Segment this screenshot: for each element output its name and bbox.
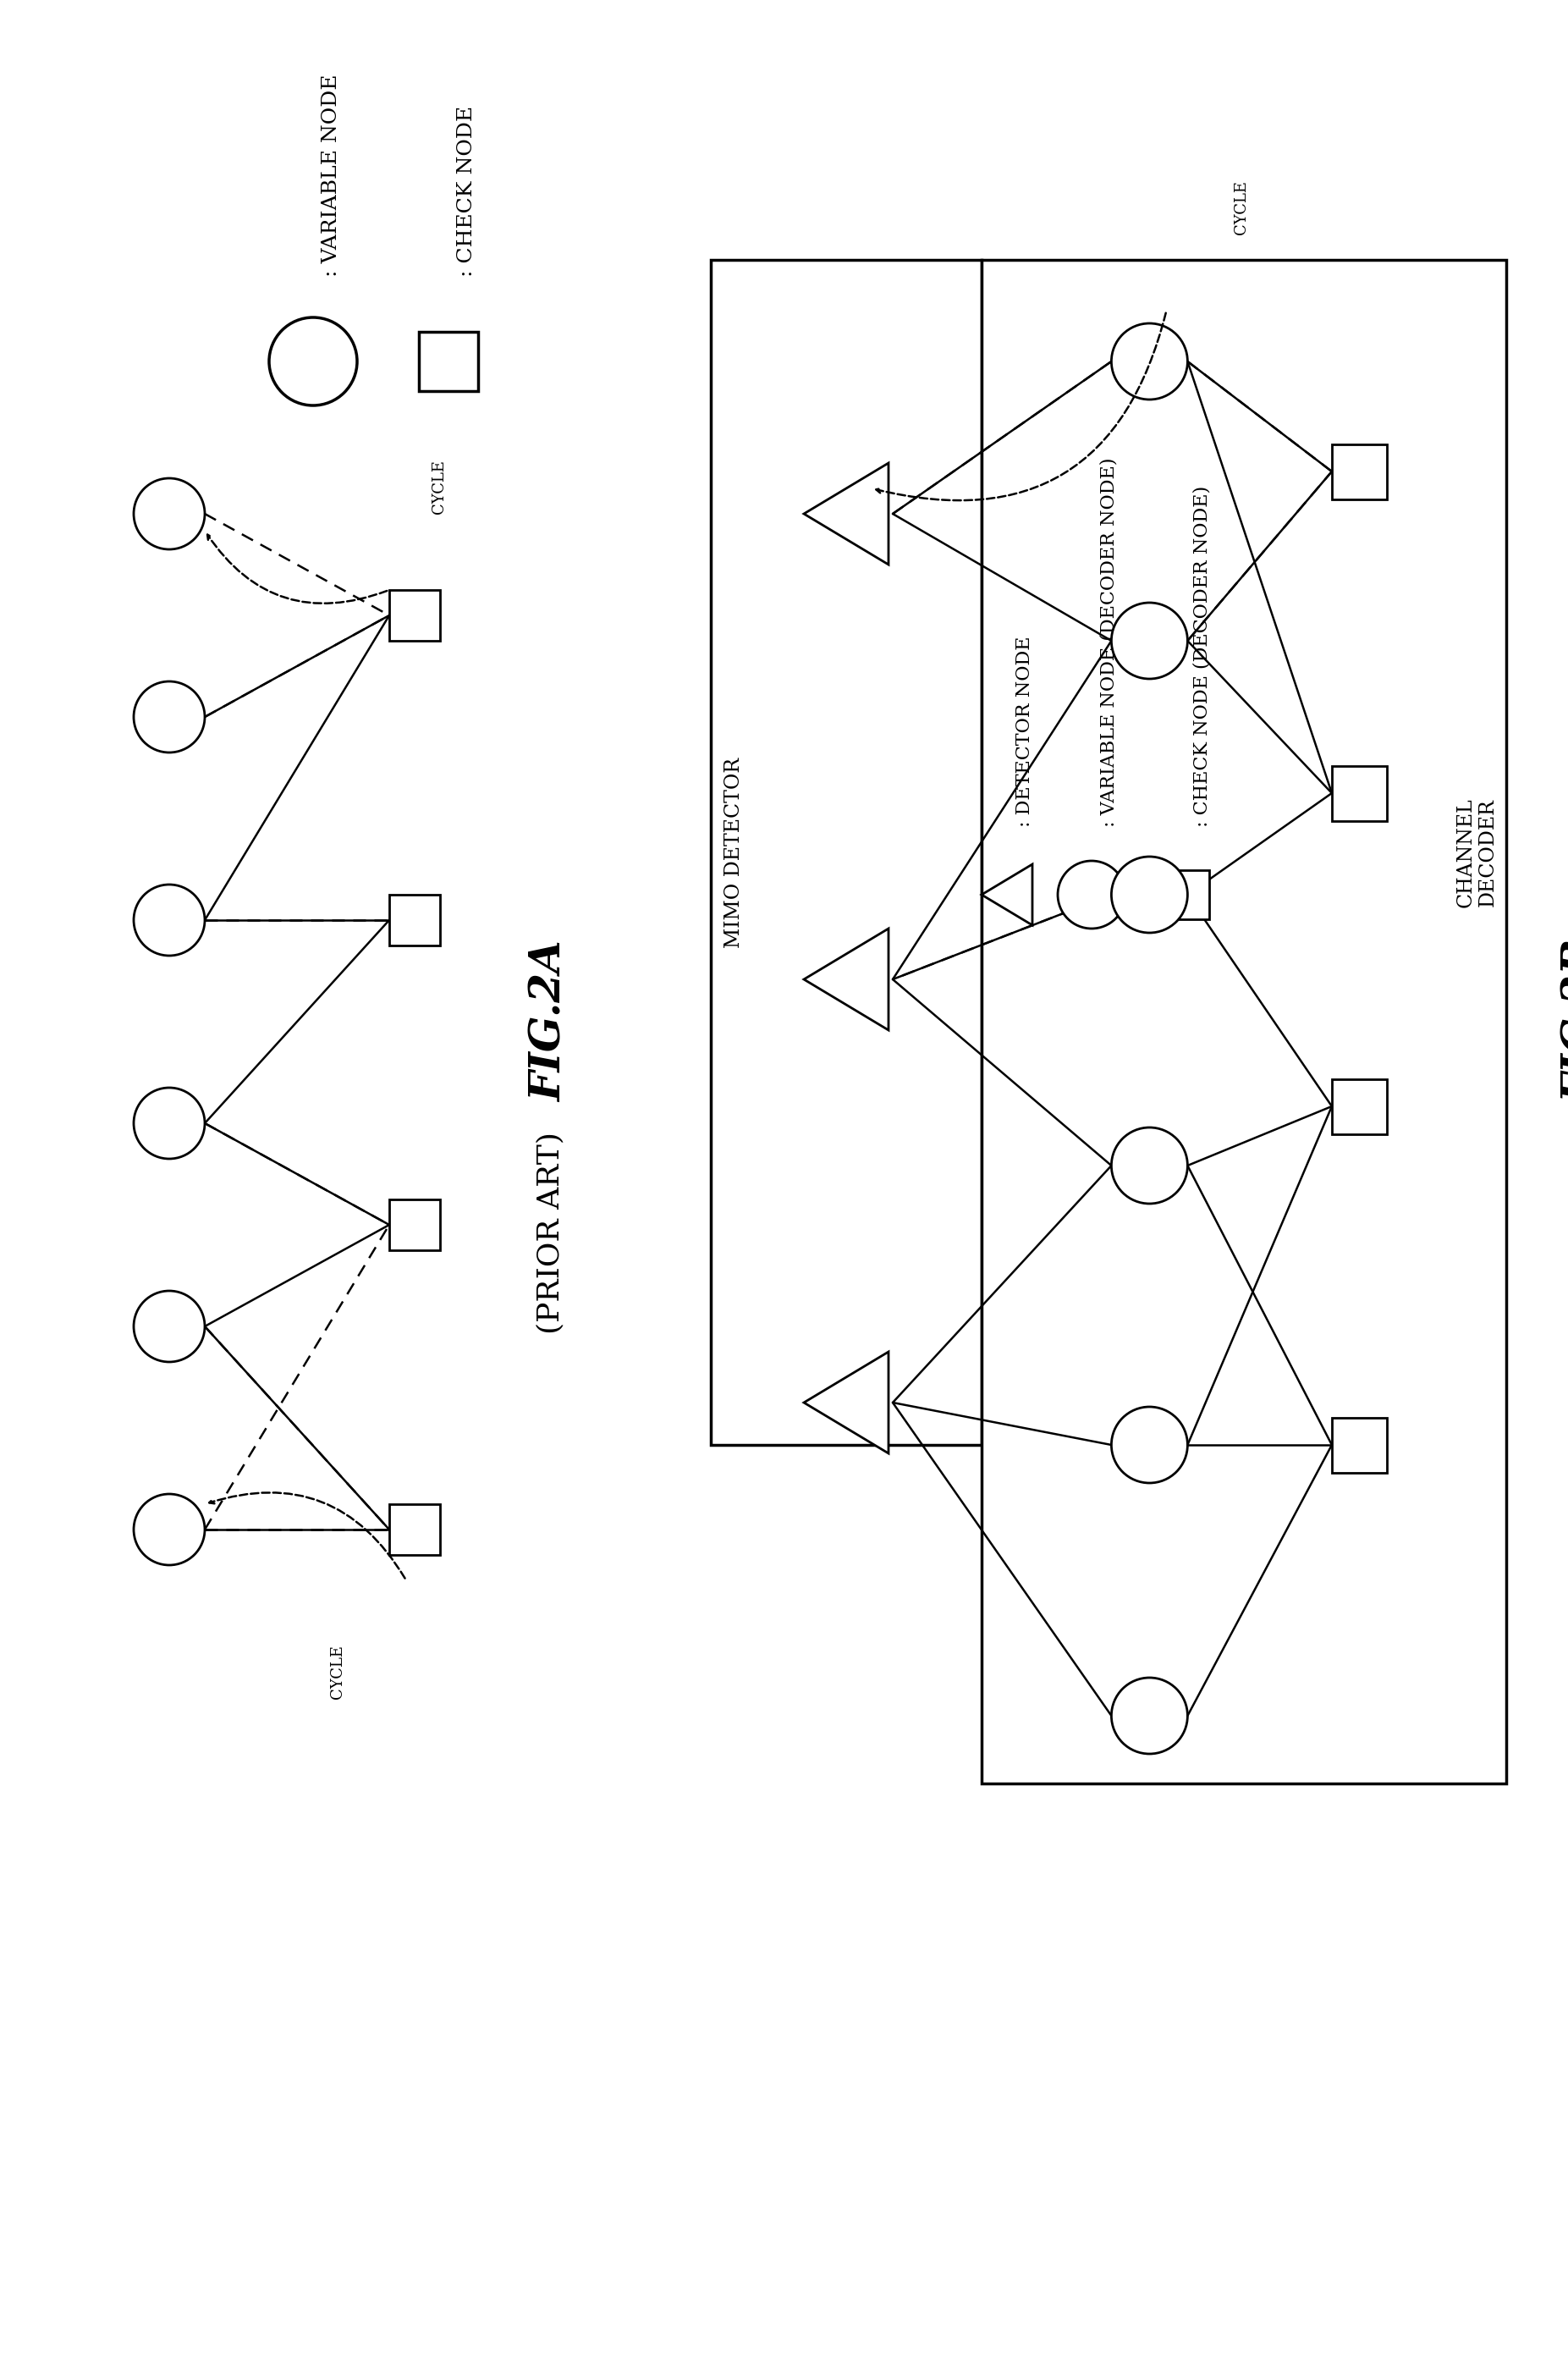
Circle shape (1112, 604, 1187, 680)
Text: (PRIOR ART): (PRIOR ART) (536, 1131, 564, 1335)
Circle shape (1112, 1407, 1187, 1483)
Polygon shape (982, 865, 1032, 924)
Text: CHANNEL
DECODER: CHANNEL DECODER (1455, 798, 1497, 908)
Bar (1331, 1079, 1386, 1133)
Circle shape (133, 884, 205, 955)
Circle shape (133, 1088, 205, 1159)
Bar (389, 589, 441, 642)
Circle shape (1112, 858, 1187, 934)
Bar (389, 1200, 441, 1250)
Text: : VARIABLE NODE (DECODER NODE): : VARIABLE NODE (DECODER NODE) (1101, 459, 1118, 827)
Text: CYCLE: CYCLE (431, 459, 447, 513)
Text: MIMO DETECTOR: MIMO DETECTOR (724, 758, 745, 948)
Text: : DETECTOR NODE: : DETECTOR NODE (1016, 637, 1033, 827)
Bar (1331, 1418, 1386, 1473)
Circle shape (133, 478, 205, 549)
Text: FIG.2B: FIG.2B (1562, 939, 1568, 1105)
Circle shape (133, 682, 205, 753)
Bar (710, 259, 982, 1445)
Circle shape (270, 318, 358, 406)
Text: : CHECK NODE (DECODER NODE): : CHECK NODE (DECODER NODE) (1193, 485, 1212, 827)
Circle shape (1058, 860, 1126, 929)
Polygon shape (804, 1352, 889, 1454)
Bar (389, 1504, 441, 1554)
Polygon shape (804, 463, 889, 565)
Circle shape (133, 1290, 205, 1361)
Text: FIG.2A: FIG.2A (530, 941, 571, 1102)
Circle shape (133, 1495, 205, 1566)
Circle shape (1112, 323, 1187, 399)
Circle shape (1112, 1129, 1187, 1205)
Text: CYCLE: CYCLE (329, 1644, 345, 1699)
Bar (1331, 765, 1386, 820)
Bar (1331, 444, 1386, 499)
Polygon shape (804, 929, 889, 1031)
Circle shape (1112, 1677, 1187, 1753)
Text: : CHECK NODE: : CHECK NODE (456, 105, 477, 276)
Bar (419, 333, 478, 392)
Text: CYCLE: CYCLE (1234, 181, 1250, 235)
Text: : VARIABLE NODE: : VARIABLE NODE (321, 74, 340, 276)
Bar (982, 259, 1507, 1784)
Bar (389, 896, 441, 946)
Bar (1160, 870, 1209, 920)
